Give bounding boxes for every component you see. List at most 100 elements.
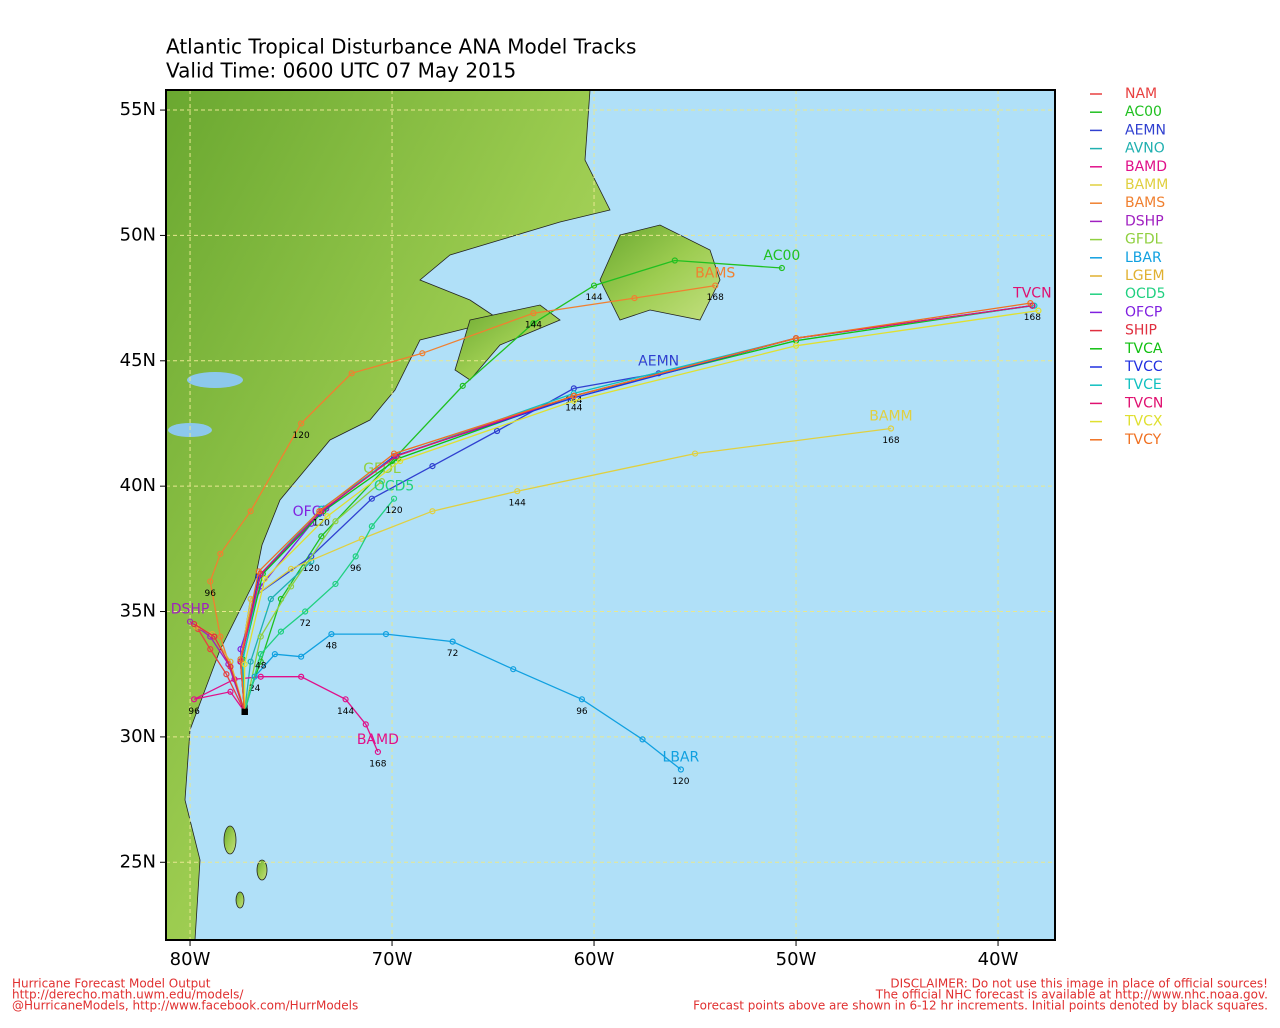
track-point: [287, 565, 295, 573]
legend-label: TVCN: [1124, 395, 1163, 411]
track-point: [378, 478, 386, 485]
track-point: [362, 721, 369, 728]
hour-label: 168: [882, 436, 899, 446]
track-point: [223, 671, 230, 678]
plot-frame: [165, 89, 1056, 941]
hour-label: 120: [303, 564, 320, 574]
x-tick-label: 60W: [574, 949, 615, 970]
hour-label: 24: [249, 684, 261, 694]
track-point: [324, 513, 331, 520]
legend-label: TVCA: [1124, 341, 1163, 357]
track-label: AEMN: [638, 353, 679, 369]
hour-label: 48: [255, 662, 267, 672]
track-point: [493, 427, 501, 435]
track-point: [514, 488, 521, 495]
hour-label: 120: [293, 431, 310, 441]
legend-label: TVCE: [1124, 377, 1162, 393]
legend-label: DSHP: [1125, 213, 1164, 229]
track-line: [193, 623, 246, 712]
hour-label: 120: [385, 506, 402, 516]
track-point: [342, 696, 349, 703]
track-point: [368, 495, 375, 502]
chart-subtitle: Valid Time: 0600 UTC 07 May 2015: [166, 59, 516, 83]
footer-right: Forecast points above are shown in 6-12 …: [693, 999, 1268, 1013]
track-point: [332, 518, 339, 525]
y-tick-label: 35N: [120, 601, 156, 622]
track-point: [449, 638, 456, 645]
track-point: [227, 663, 234, 670]
hour-label: 144: [585, 293, 602, 303]
legend-label: GFDL: [1125, 232, 1163, 248]
track-point: [207, 646, 214, 653]
track-point: [227, 688, 234, 695]
legend-label: BAMD: [1125, 159, 1167, 175]
legend-label: BAMS: [1125, 195, 1165, 211]
legend-label: AEMN: [1125, 122, 1166, 138]
track-point: [382, 631, 390, 638]
hour-label: 168: [369, 759, 386, 769]
track-line: [243, 560, 312, 712]
track-point: [590, 282, 598, 289]
x-tick-label: 50W: [776, 949, 817, 970]
y-tick-label: 50N: [120, 224, 156, 245]
legend-label: OCD5: [1125, 286, 1165, 302]
track-point: [671, 257, 678, 264]
track-point: [190, 696, 198, 703]
track-point: [257, 673, 264, 680]
track-point: [287, 583, 295, 590]
track-line: [209, 284, 716, 712]
hour-label: 96: [205, 589, 217, 599]
hour-label: 144: [337, 707, 354, 717]
track-point: [217, 550, 224, 557]
y-tick-label: 55N: [120, 99, 156, 120]
track-point: [271, 651, 278, 658]
track-label: BAMD: [357, 732, 399, 748]
y-tick-label: 30N: [120, 726, 156, 747]
track-label: LBAR: [663, 749, 700, 765]
x-tick-label: 40W: [978, 949, 1019, 970]
track-point: [298, 653, 305, 660]
track-label: BAMM: [869, 408, 912, 424]
track-point: [419, 350, 426, 357]
track-point: [247, 508, 254, 515]
track-point: [332, 580, 339, 588]
footer-right: DISCLAIMER: Do not use this image in pla…: [890, 977, 1268, 991]
track-point: [257, 651, 264, 658]
track-line: [243, 480, 383, 712]
footer-left: Hurricane Forecast Model Output: [12, 977, 211, 991]
track-point: [631, 295, 638, 302]
track-point: [207, 578, 214, 585]
track-line: [239, 302, 1031, 712]
track-point: [368, 523, 375, 530]
hour-label: 144: [509, 499, 526, 509]
track-point: [578, 696, 586, 703]
hour-label: 168: [707, 293, 724, 303]
track-line: [193, 676, 379, 753]
track-point: [190, 620, 198, 628]
footer-right: The official NHC forecast is available a…: [875, 988, 1268, 1002]
track-point: [298, 420, 305, 427]
hour-label: 120: [672, 777, 689, 787]
track-point: [211, 633, 218, 640]
hour-label: 168: [1024, 313, 1041, 323]
legend-label: BAMM: [1125, 177, 1168, 193]
chart-title: Atlantic Tropical Disturbance ANA Model …: [166, 35, 636, 59]
track-label: OCD5: [374, 479, 414, 495]
track-line: [243, 309, 1039, 712]
footer-left: http://derecho.math.uwm.edu/models/: [12, 988, 244, 1002]
track-point: [374, 748, 381, 756]
track-line: [243, 633, 682, 771]
track-point: [316, 508, 323, 515]
track-label: BAMS: [695, 266, 735, 282]
track-point: [639, 736, 646, 743]
initial-point: [241, 708, 248, 715]
track-point: [318, 533, 325, 540]
legend-label: LBAR: [1125, 250, 1162, 266]
hour-label: 48: [326, 642, 338, 652]
x-tick-label: 70W: [372, 949, 413, 970]
legend-label: LGEM: [1125, 268, 1165, 284]
y-tick-label: 40N: [120, 475, 156, 496]
track-point: [570, 392, 577, 399]
track-point: [302, 608, 309, 615]
y-tick-label: 25N: [120, 851, 156, 872]
